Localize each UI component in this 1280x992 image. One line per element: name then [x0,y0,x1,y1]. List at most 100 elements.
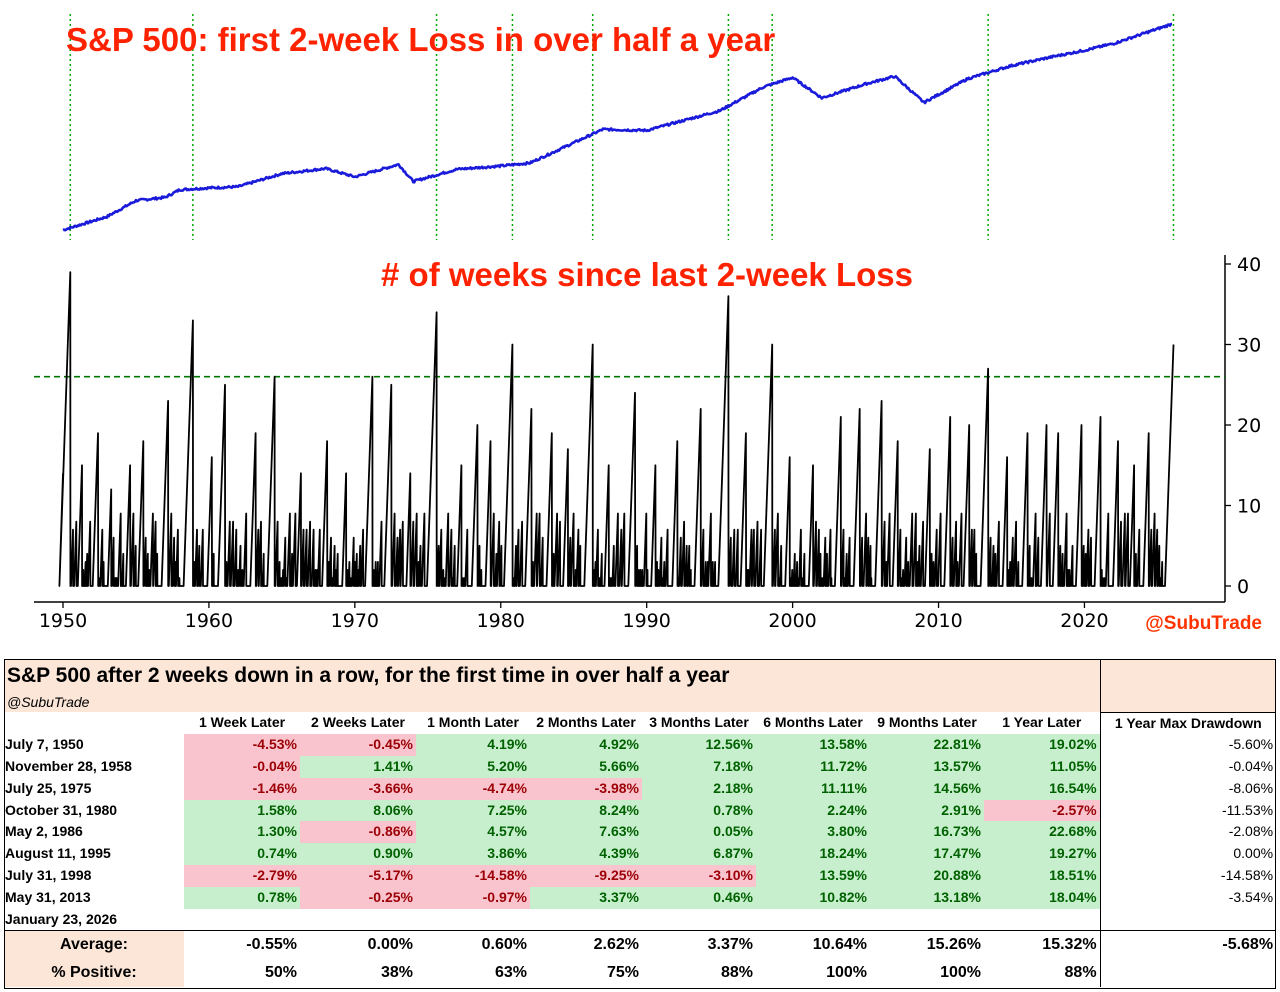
row-date: August 11, 1995 [5,845,111,862]
row-value [184,909,300,931]
average-value: 2.62% [530,930,642,960]
table-title: S&P 500 after 2 weeks down in a row, for… [4,659,1101,692]
row-value: 3.86% [416,843,530,866]
row-date: November 28, 1958 [5,758,132,775]
x-tick-label: 1980 [477,610,525,632]
price-series-line [62,22,1173,232]
row-value: -2.79% [184,865,300,887]
positive-value: 50% [264,964,297,982]
average-value: 3.37% [642,930,756,960]
row-date: January 23, 2026 [5,910,118,927]
average-drawdown: -5.68% [1099,930,1277,960]
row-value: 4.92% [530,734,642,757]
weeks-panel: 1950 1960 1970 1980 1990 2000 2010 2020 0 10 20 30… [34,254,1262,634]
row-value: 13.58% [756,734,870,757]
row-value [870,909,984,931]
row-date: July 25, 1975 [5,779,92,796]
row-value: -9.25% [530,865,642,887]
row-value: 4.57% [416,821,530,844]
row-value [416,909,530,931]
y-tick-label: 30 [1237,335,1261,357]
weeks-series-line [58,271,1175,587]
price-chart-title: S&P 500: first 2-week Loss in over half … [66,21,775,58]
column-header: 6 Months Later [763,714,863,731]
row-value: -0.04% [184,756,300,778]
weeks-chart-title: # of weeks since last 2-week Loss [381,256,913,293]
table-title-row: S&P 500 after 2 weeks down in a row, for… [4,659,1277,712]
row-value: -0.45% [300,734,416,757]
row-value: 18.51% [984,865,1101,887]
column-header-row: 1 Week Later 2 Weeks Later 1 Month Later 2 … [4,711,1277,735]
row-drawdown [1099,908,1277,931]
positive-label: % Positive: [4,959,184,988]
positive-value: 63% [494,964,527,982]
price-panel: S&P 500: first 2-week Loss in over half … [62,14,1175,240]
row-value: -14.58% [416,865,530,887]
positive-value: 75% [606,964,639,982]
row-value: -0.86% [300,821,416,844]
row-value: 0.05% [642,821,756,844]
row-value: 2.91% [870,799,984,822]
row-value: -3.10% [642,865,756,887]
row-value: 10.82% [756,886,870,909]
row-value: 22.68% [984,821,1101,844]
average-row: Average: -0.55% 0.00% 0.60% 2.62% 3.37% 10.64%… [4,930,1277,960]
row-value: 19.27% [984,843,1101,866]
stats-table-body: S&P 500 after 2 weeks down in a row, for… [4,659,1277,988]
row-drawdown: 0.00% [1099,843,1277,866]
row-value: -0.25% [300,886,416,909]
row-value: 11.72% [756,756,870,778]
average-label: Average: [4,930,184,960]
average-value: 0.00% [300,930,416,960]
row-drawdown: -14.58% [1099,865,1277,887]
row-value: 13.59% [756,865,870,887]
row-date: October 31, 1980 [5,801,118,818]
x-tick-label: 2000 [768,610,816,632]
positive-drawdown-blank [1099,959,1277,988]
row-value: -4.74% [416,777,530,800]
column-header: 1 Month Later [427,714,519,731]
average-value: 15.26% [870,930,984,960]
row-value: 20.88% [870,865,984,887]
positive-value: 88% [720,964,753,982]
row-drawdown: -8.06% [1099,777,1277,800]
row-value: -4.53% [184,734,300,757]
row-value: 8.24% [530,799,642,822]
row-value: -2.57% [984,799,1101,822]
x-axis-ticks: 1950 1960 1970 1980 1990 2000 2010 2020 [39,602,1109,632]
row-date: July 7, 1950 [5,736,84,753]
row-value: 5.20% [416,756,530,778]
row-value [756,909,870,931]
row-value: 0.78% [184,886,300,909]
charts-svg: S&P 500: first 2-week Loss in over half … [34,14,1262,634]
row-value: 6.87% [642,843,756,866]
row-value [530,909,642,931]
row-value: 22.81% [870,734,984,757]
column-header-drawdown: 1 Year Max Drawdown [1099,711,1277,735]
row-value: 7.25% [416,799,530,822]
x-tick-label: 2010 [914,610,962,632]
row-value: 0.78% [642,799,756,822]
x-tick-label: 1960 [185,610,233,632]
row-value: 0.46% [642,886,756,909]
stats-table-wrapper: S&P 500 after 2 weeks down in a row, for… [4,659,1277,989]
y-tick-label: 20 [1237,415,1261,437]
table-subtitle-row: @SubuTrade [4,692,1276,712]
average-value: 10.64% [756,930,870,960]
row-drawdown: -0.04% [1099,756,1277,778]
y-tick-label: 0 [1237,576,1249,598]
positive-value: 88% [1064,964,1097,982]
row-value: 3.37% [530,886,642,909]
row-value: 19.02% [984,734,1101,757]
row-value: 14.56% [870,777,984,800]
row-value: -1.46% [184,777,300,800]
row-value: 11.05% [984,756,1101,778]
row-drawdown: -5.60% [1099,734,1277,757]
row-value [984,909,1100,931]
row-value: 18.04% [984,886,1101,909]
column-header: 9 Months Later [877,714,977,731]
average-value: 0.60% [416,930,530,960]
row-value: 1.41% [300,756,416,778]
row-value: 0.74% [184,843,300,866]
row-drawdown: -2.08% [1099,821,1277,844]
